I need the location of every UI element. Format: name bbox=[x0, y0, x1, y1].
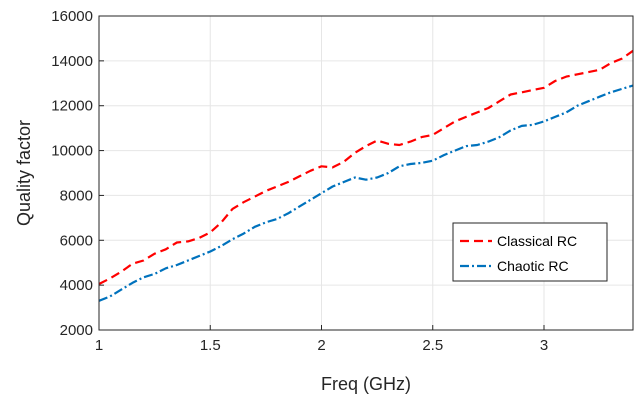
y-tick-label: 4000 bbox=[60, 277, 93, 294]
x-tick-labels: 1 1.5 2 2.5 3 bbox=[95, 337, 548, 354]
legend-box bbox=[452, 222, 608, 282]
plot-area bbox=[99, 16, 633, 330]
legend-label-classical-rc: Classical RC bbox=[497, 233, 577, 249]
y-tick-label: 6000 bbox=[60, 232, 93, 249]
x-axis-label: Freq (GHz) bbox=[321, 374, 411, 394]
y-tick-label: 2000 bbox=[60, 322, 93, 339]
series-layer bbox=[98, 49, 634, 302]
axes-box bbox=[98, 15, 634, 331]
x-tick-label: 2.5 bbox=[422, 337, 443, 354]
series-line-chaotic-rc bbox=[98, 84, 634, 302]
series-line-classical-rc bbox=[98, 49, 634, 285]
legend-label-chaotic-rc: Chaotic RC bbox=[497, 258, 569, 274]
y-tick-label: 10000 bbox=[51, 143, 93, 160]
y-tick-label: 14000 bbox=[51, 53, 93, 70]
y-tick-label: 16000 bbox=[51, 8, 93, 25]
y-tick-label: 8000 bbox=[60, 187, 93, 204]
x-tick-label: 1 bbox=[95, 337, 103, 354]
ticks bbox=[98, 15, 545, 331]
x-tick-label: 1.5 bbox=[200, 337, 221, 354]
x-tick-label: 2 bbox=[317, 337, 325, 354]
x-tick-label: 3 bbox=[540, 337, 548, 354]
y-tick-labels: 2000 4000 6000 8000 10000 12000 14000 16000 bbox=[51, 8, 93, 339]
y-tick-label: 12000 bbox=[51, 98, 93, 115]
legend: Classical RC Chaotic RC bbox=[452, 222, 608, 282]
y-axis-label: Quality factor bbox=[14, 120, 34, 226]
